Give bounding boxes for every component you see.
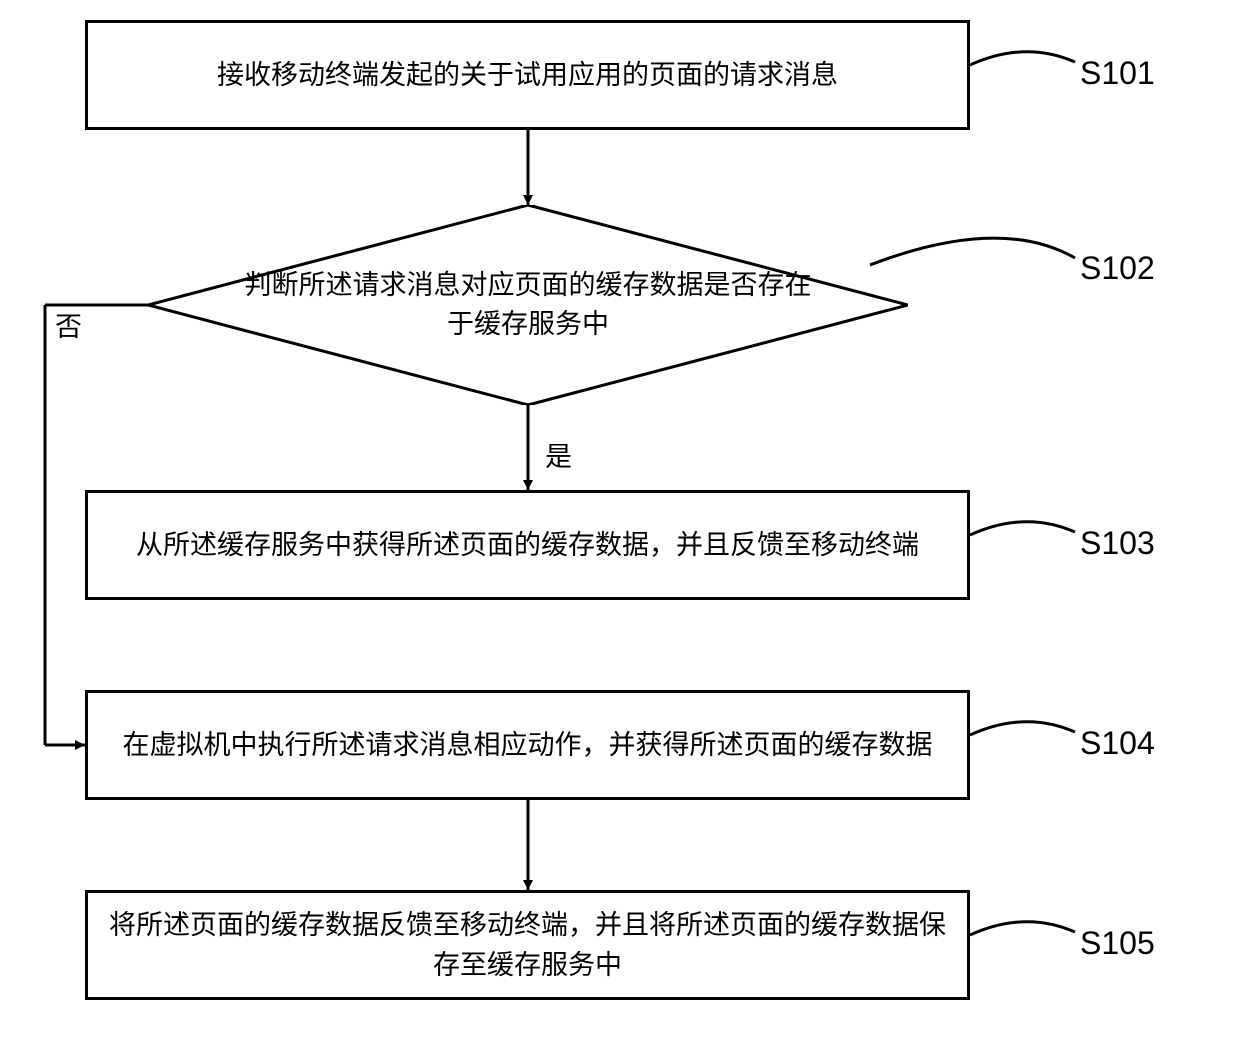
step-s101-text: 接收移动终端发起的关于试用应用的页面的请求消息	[217, 55, 838, 96]
step-s105: 将所述页面的缓存数据反馈至移动终端，并且将所述页面的缓存数据保存至缓存服务中	[85, 890, 970, 1000]
step-s105-label: S105	[1080, 925, 1155, 962]
step-s103-label: S103	[1080, 525, 1155, 562]
step-s105-text: 将所述页面的缓存数据反馈至移动终端，并且将所述页面的缓存数据保存至缓存服务中	[108, 905, 947, 986]
step-s103: 从所述缓存服务中获得所述页面的缓存数据，并且反馈至移动终端	[85, 490, 970, 600]
step-s104: 在虚拟机中执行所述请求消息相应动作，并获得所述页面的缓存数据	[85, 690, 970, 800]
edge-label-yes: 是	[545, 435, 572, 474]
step-s104-text: 在虚拟机中执行所述请求消息相应动作，并获得所述页面的缓存数据	[123, 725, 933, 766]
step-s102-label: S102	[1080, 250, 1155, 287]
step-s102-text: 判断所述请求消息对应页面的缓存数据是否存在于缓存服务中	[148, 205, 908, 405]
step-s101: 接收移动终端发起的关于试用应用的页面的请求消息	[85, 20, 970, 130]
step-s102: 判断所述请求消息对应页面的缓存数据是否存在于缓存服务中	[148, 205, 908, 405]
step-s101-label: S101	[1080, 55, 1155, 92]
edge-label-no: 否	[55, 305, 82, 344]
step-s104-label: S104	[1080, 725, 1155, 762]
flowchart-canvas: 接收移动终端发起的关于试用应用的页面的请求消息 S101 判断所述请求消息对应页…	[0, 0, 1240, 1047]
step-s103-text: 从所述缓存服务中获得所述页面的缓存数据，并且反馈至移动终端	[136, 525, 919, 566]
